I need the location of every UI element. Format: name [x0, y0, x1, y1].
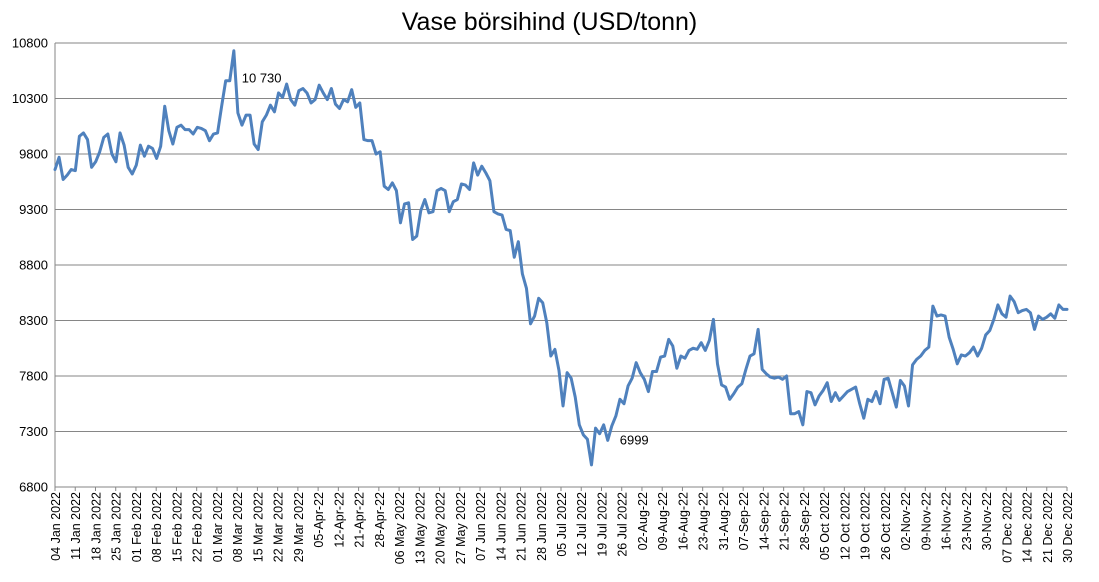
y-tick-label: 6800	[19, 480, 48, 495]
x-tick-label: 05 Oct 2022	[818, 492, 832, 560]
y-tick-label: 10800	[12, 36, 48, 51]
x-tick-label: 15 Mar 2022	[251, 492, 265, 562]
x-tick-label: 05-Apr-22	[312, 492, 326, 548]
series	[53, 49, 1069, 467]
x-tick-label: 02-Nov-22	[899, 492, 913, 550]
y-tick-label: 7800	[19, 369, 48, 384]
x-tick-label: 21-Sep-22	[778, 492, 792, 550]
y-tick-labels: 6800 7300 7800 8300 8800 9300 9800 10300 10800	[12, 36, 48, 495]
x-tick-label: 09-Nov-22	[919, 492, 933, 550]
x-tick-label: 06 May 2022	[393, 492, 407, 564]
y-tick-label: 7300	[19, 424, 48, 439]
x-tick-label: 08 Mar 2022	[231, 492, 245, 562]
y-tick-label: 8800	[19, 258, 48, 273]
x-tick-label: 08 Feb 2022	[150, 492, 164, 562]
annotations: 10 730 6999	[242, 71, 649, 448]
x-tick-label: 11 Jan 2022	[69, 492, 83, 560]
x-tick-label: 07 Jun 2022	[474, 492, 488, 561]
y-tick-label: 10300	[12, 91, 48, 106]
x-tick-label: 28-Sep-22	[798, 492, 812, 550]
x-tick-label: 16-Nov-22	[940, 492, 954, 550]
x-tick-labels: 04 Jan 2022 11 Jan 2022 18 Jan 2022 25 Jan …	[49, 492, 1075, 564]
x-tick-label: 26 Jul 2022	[616, 492, 630, 557]
gridlines	[55, 42, 1067, 432]
series-line	[53, 49, 1069, 467]
x-tick-label: 28 Jun 2022	[535, 492, 549, 561]
axes	[54, 43, 1068, 491]
x-tick-label: 12 Oct 2022	[838, 492, 852, 560]
x-tick-label: 22 Feb 2022	[191, 492, 205, 562]
x-tick-label: 29 Mar 2022	[292, 492, 306, 562]
x-tick-label: 22 Mar 2022	[272, 492, 286, 562]
x-tick-label: 07 Dec 2022	[1000, 492, 1014, 563]
x-tick-label: 14 Dec 2022	[1021, 492, 1035, 563]
x-tick-label: 25 Jan 2022	[110, 492, 124, 561]
x-tick-label: 05 Jul 2022	[555, 492, 569, 557]
x-tick-label: 18 Jan 2022	[89, 492, 103, 561]
x-tick-label: 19 Jul 2022	[595, 492, 609, 557]
x-tick-label: 23-Aug-22	[697, 492, 711, 550]
y-tick-label: 9300	[19, 202, 48, 217]
x-tick-label: 02-Aug-22	[636, 492, 650, 550]
x-tick-label: 01 Feb 2022	[130, 492, 144, 562]
x-tick-label: 30-Nov-22	[980, 492, 994, 550]
x-tick-label: 21 Jun 2022	[515, 492, 529, 561]
x-tick-label: 20 May 2022	[434, 492, 448, 564]
x-tick-label: 28-Apr-22	[373, 492, 387, 548]
x-tick-label: 12-Apr-22	[332, 492, 346, 548]
x-tick-label: 01 Mar 2022	[211, 492, 225, 562]
x-tick-label: 14-Sep-22	[757, 492, 771, 550]
y-tick-label: 8300	[19, 313, 48, 328]
x-tick-label: 19 Oct 2022	[859, 492, 873, 560]
x-tick-label: 31-Aug-22	[717, 492, 731, 550]
x-tick-label: 07-Sep-22	[737, 492, 751, 550]
x-tick-label: 21 Dec 2022	[1041, 492, 1055, 563]
x-tick-label: 12 Jul 2022	[575, 492, 589, 557]
x-tick-label: 04 Jan 2022	[49, 492, 63, 561]
chart-title: Vase börsihind (USD/tonn)	[401, 8, 698, 36]
x-tick-label: 27 May 2022	[454, 492, 468, 564]
y-tick-label: 9800	[19, 147, 48, 162]
x-tick-label: 14 Jun 2022	[494, 492, 508, 561]
data-label: 6999	[620, 432, 649, 447]
x-tick-label: 26 Oct 2022	[879, 492, 893, 560]
x-tick-label: 13 May 2022	[413, 492, 427, 564]
x-tick-label: 15 Feb 2022	[170, 492, 184, 562]
x-tick-label: 09-Aug-22	[656, 492, 670, 550]
x-tick-label: 23-Nov-22	[960, 492, 974, 550]
data-label: 10 730	[242, 71, 282, 86]
x-tick-label: 21-Apr-22	[353, 492, 367, 548]
x-tick-label: 30 Dec 2022	[1061, 492, 1075, 563]
x-tick-label: 16-Aug-22	[676, 492, 690, 550]
